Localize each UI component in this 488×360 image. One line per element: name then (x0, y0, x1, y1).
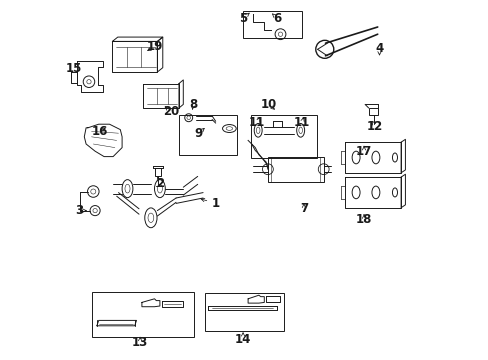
Text: 11: 11 (293, 116, 309, 129)
Text: 4: 4 (375, 42, 383, 55)
Text: 19: 19 (147, 40, 163, 53)
Bar (267, 157, 323, 182)
Text: 7: 7 (299, 202, 307, 215)
Bar (155, 168, 161, 176)
Bar (368, 108, 378, 115)
Text: 11: 11 (248, 116, 264, 129)
Text: 10: 10 (260, 98, 276, 111)
Text: 17: 17 (355, 145, 371, 158)
Text: 16: 16 (91, 125, 107, 138)
Bar (250, 115, 316, 158)
Bar (179, 115, 236, 155)
Text: 15: 15 (66, 62, 82, 75)
Bar (204, 293, 284, 331)
Text: 3: 3 (75, 204, 83, 217)
Text: 6: 6 (272, 12, 281, 24)
Text: 1: 1 (211, 197, 219, 210)
Text: 18: 18 (355, 213, 371, 226)
Bar (242, 11, 302, 38)
Text: 5: 5 (239, 12, 247, 24)
Text: 20: 20 (163, 105, 179, 118)
Text: 13: 13 (132, 336, 148, 349)
Text: 2: 2 (156, 177, 163, 190)
Text: 12: 12 (366, 120, 382, 132)
Bar (92, 292, 194, 337)
Text: 9: 9 (194, 127, 203, 140)
Text: 8: 8 (189, 98, 197, 111)
Text: 14: 14 (234, 333, 251, 346)
